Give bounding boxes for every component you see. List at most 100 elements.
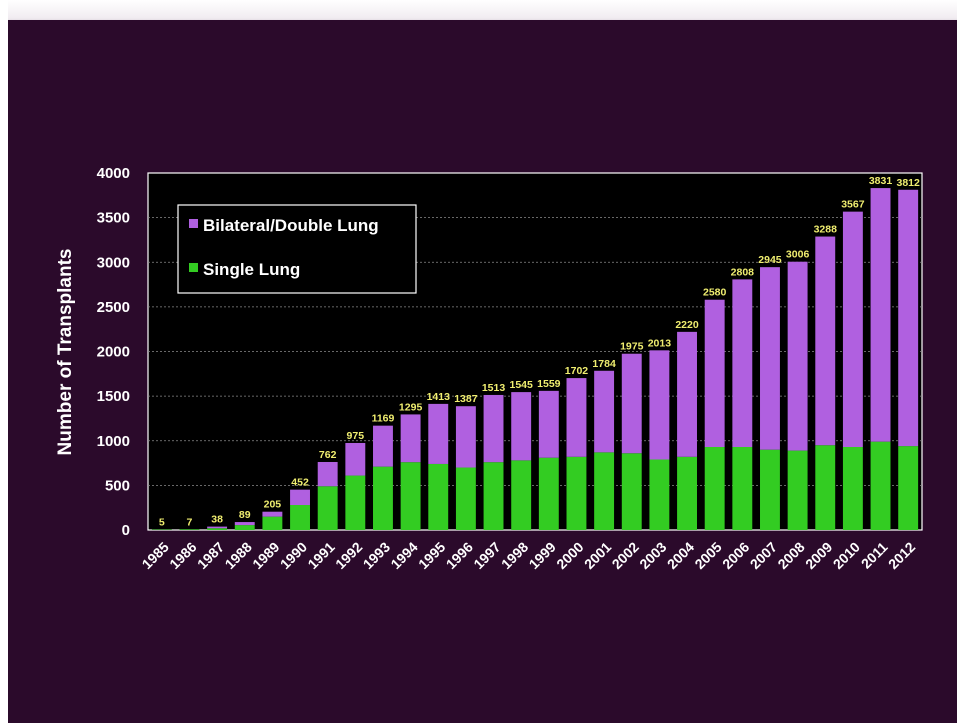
y-tick-label: 0 (122, 522, 130, 539)
bar-bilateral-lung (815, 236, 836, 446)
y-tick-label: 500 (105, 477, 130, 494)
x-tick-label: 1996 (443, 539, 476, 572)
y-tick-label: 2000 (97, 344, 130, 361)
x-tick-label: 2001 (581, 539, 614, 572)
bar-bilateral-lung (594, 370, 615, 453)
data-label: 1413 (427, 391, 451, 403)
data-label: 1702 (565, 365, 589, 377)
bar-bilateral-lung (234, 522, 255, 526)
y-tick-label: 3000 (97, 254, 130, 271)
data-label: 1387 (454, 393, 478, 405)
x-tick-label: 1990 (277, 539, 310, 572)
bar-single-lung (870, 441, 891, 530)
bar-single-lung (207, 528, 228, 530)
data-label: 975 (347, 430, 365, 442)
data-label: 3567 (841, 199, 865, 211)
x-tick-label: 2000 (553, 539, 586, 572)
x-tick-label: 2009 (802, 539, 835, 572)
x-tick-label: 2002 (609, 539, 642, 572)
data-label: 7 (187, 516, 193, 528)
x-tick-label: 2012 (885, 539, 918, 572)
y-tick-label: 1000 (97, 433, 130, 450)
data-label: 2580 (703, 287, 727, 299)
bar-single-lung (649, 459, 670, 530)
data-label: 3288 (814, 224, 838, 236)
bar-bilateral-lung (428, 403, 449, 464)
x-tick-label: 2007 (747, 539, 780, 572)
bar-single-lung (538, 457, 559, 530)
data-label: 3006 (786, 249, 810, 261)
bar-single-lung (428, 463, 449, 530)
x-tick-label: 1992 (332, 539, 365, 572)
bar-single-lung (704, 446, 725, 530)
data-label: 205 (264, 499, 282, 511)
data-label: 1559 (537, 378, 561, 390)
data-label: 2220 (675, 319, 699, 331)
bar-single-lung (677, 456, 697, 530)
bar-bilateral-lung (732, 279, 753, 447)
bar-bilateral-lung (345, 442, 366, 476)
x-tick-label: 1995 (415, 539, 448, 572)
x-tick-label: 1993 (360, 539, 393, 572)
y-tick-label: 2500 (97, 299, 130, 316)
bar-bilateral-lung (290, 489, 310, 506)
data-label: 762 (319, 449, 337, 461)
bar-single-lung (234, 525, 255, 530)
bar-bilateral-lung (870, 188, 891, 442)
bar-single-lung (262, 516, 283, 530)
bar-bilateral-lung (898, 189, 919, 447)
x-tick-label: 2006 (719, 539, 752, 572)
bar-single-lung (483, 462, 504, 530)
data-label: 3812 (896, 177, 920, 189)
data-label: 1975 (620, 341, 644, 353)
bar-single-lung (511, 460, 532, 530)
bar-bilateral-lung (760, 267, 780, 450)
x-tick-label: 1988 (222, 539, 255, 572)
y-tick-label: 4000 (97, 165, 130, 182)
bar-bilateral-lung (566, 378, 587, 457)
bar-bilateral-lung (511, 392, 532, 461)
x-tick-label: 1986 (166, 539, 199, 572)
bar-single-lung (732, 446, 753, 530)
data-label: 1169 (372, 413, 395, 425)
data-label: 2945 (758, 254, 782, 266)
bar-bilateral-lung (677, 331, 697, 457)
data-label: 5 (159, 517, 165, 529)
bar-bilateral-lung (842, 211, 863, 447)
bar-single-lung (760, 449, 780, 530)
bar-bilateral-lung (317, 461, 338, 487)
y-axis-label: Number of Transplants (55, 249, 76, 456)
legend-swatch-single (189, 263, 198, 272)
data-label: 1545 (509, 379, 533, 391)
bar-bilateral-lung (538, 390, 559, 458)
bar-single-lung (455, 467, 476, 530)
data-label: 452 (291, 477, 309, 489)
y-tick-label: 1500 (97, 388, 130, 405)
bar-bilateral-lung (207, 526, 228, 529)
chart-legend: Bilateral/Double Lung Single Lung (177, 204, 417, 294)
bar-single-lung (373, 466, 393, 530)
legend-label-single: Single Lung (203, 260, 300, 279)
x-tick-label: 2005 (691, 539, 724, 572)
x-tick-label: 1991 (304, 539, 337, 572)
data-label: 1784 (592, 358, 616, 370)
bar-single-lung (290, 505, 310, 530)
bar-single-lung (400, 462, 421, 530)
x-tick-label: 2011 (858, 539, 891, 572)
x-tick-label: 2010 (830, 539, 863, 572)
bar-bilateral-lung (704, 299, 725, 447)
bar-bilateral-lung (787, 261, 808, 451)
legend-box (177, 204, 417, 294)
bar-single-lung (787, 450, 808, 530)
data-label: 2013 (648, 337, 672, 349)
bar-single-lung (815, 445, 836, 530)
bar-single-lung (594, 452, 615, 530)
data-label: 3831 (869, 175, 893, 187)
bar-single-lung (566, 456, 587, 530)
bar-bilateral-lung (455, 406, 476, 468)
legend-label-bilateral: Bilateral/Double Lung (203, 216, 379, 235)
bar-single-lung (345, 475, 366, 530)
bar-single-lung (179, 529, 200, 530)
x-tick-label: 1987 (194, 539, 227, 572)
